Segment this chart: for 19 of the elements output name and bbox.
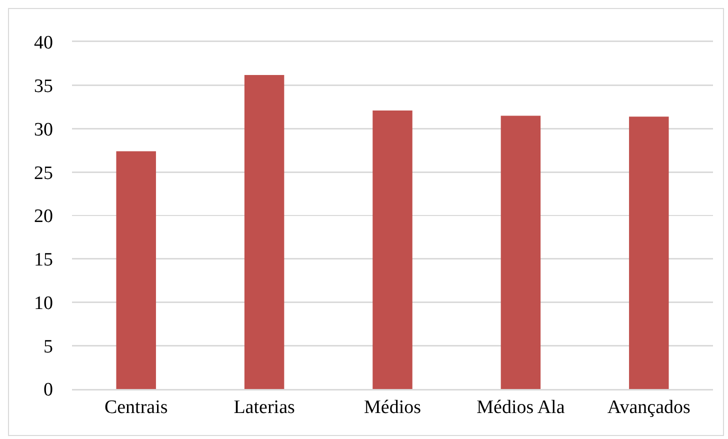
y-tick-label: 5 (44, 336, 53, 358)
y-tick-label: 35 (34, 76, 53, 98)
y-tick-label: 15 (34, 250, 53, 271)
x-tick-label: Médios (364, 397, 421, 418)
bar (500, 116, 541, 389)
y-tick-label: 10 (34, 292, 53, 314)
x-tick-label: Laterias (234, 397, 295, 418)
bar (372, 110, 412, 389)
y-tick-label: 0 (44, 380, 53, 401)
y-tick-label: 30 (34, 119, 53, 140)
bar (244, 74, 284, 389)
bar (116, 151, 156, 389)
x-tick-label: Avançados (607, 397, 690, 418)
y-tick-label: 20 (34, 206, 53, 228)
y-tick-label: 25 (34, 162, 53, 184)
x-tick-label: Centrais (104, 397, 168, 418)
x-tick-label: Médios Ala (476, 397, 566, 418)
y-tick-label: 40 (34, 32, 53, 54)
bar (629, 116, 669, 389)
